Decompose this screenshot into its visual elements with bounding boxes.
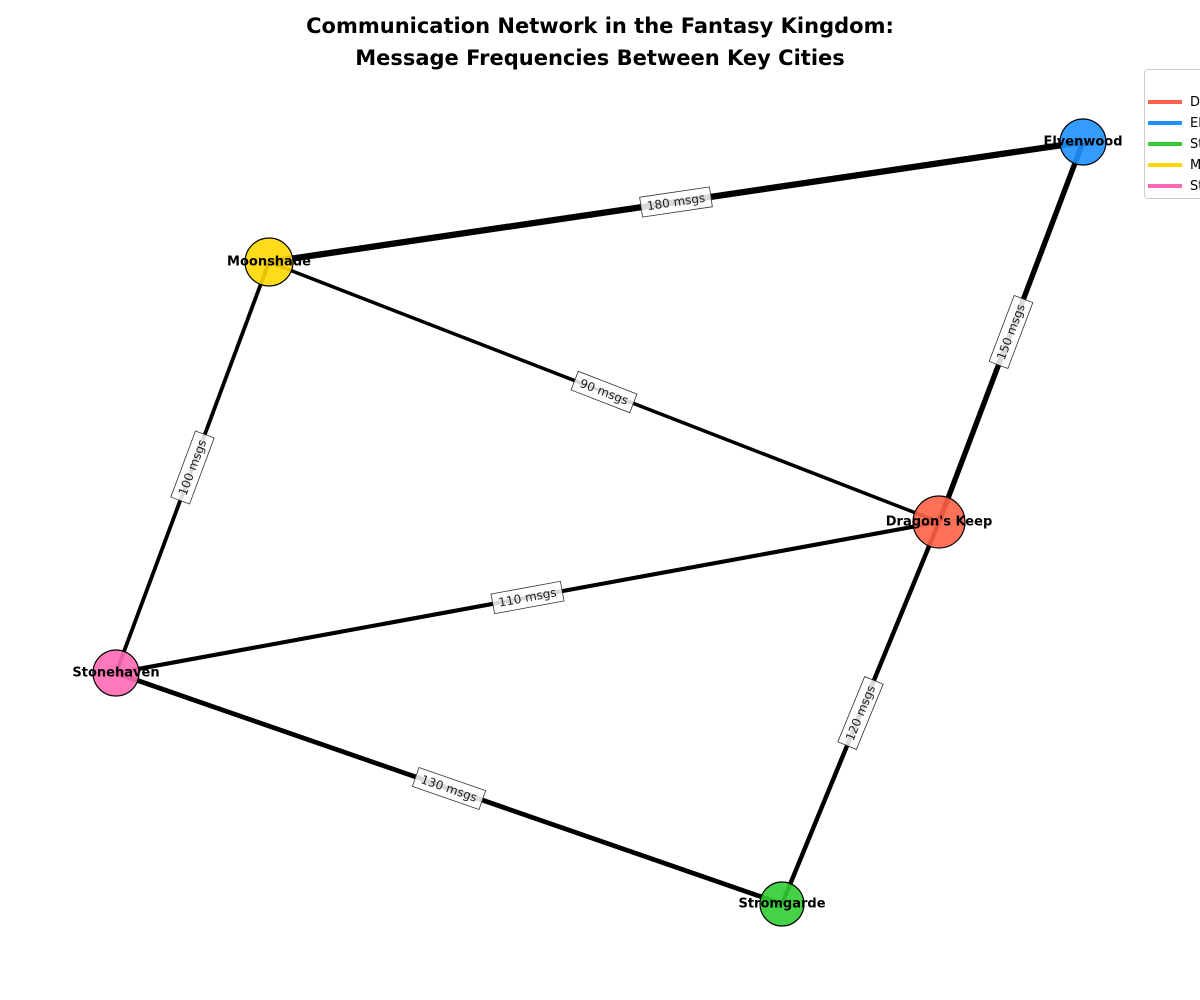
edge-label: 110 msgs <box>490 580 565 615</box>
node-label-elvenwood: Elvenwood <box>1043 135 1122 150</box>
node-label-stonehaven: Stonehaven <box>72 666 159 681</box>
edge-labels-layer: 180 msgs 150 msgs 90 msgs 100 msgs 110 msgs 1… <box>170 186 1034 811</box>
node-label-moonshade: Moonshade <box>227 255 311 270</box>
legend-label: El <box>1190 115 1200 131</box>
node-label-stromgarde: Stromgarde <box>738 897 825 912</box>
legend-swatch <box>1148 121 1182 125</box>
legend-item: St <box>1148 136 1200 152</box>
legend: D El St M St <box>1144 69 1200 199</box>
edge-label: 100 msgs <box>170 430 215 505</box>
nodes-layer <box>92 118 1107 927</box>
legend-swatch <box>1148 163 1182 167</box>
legend-swatch <box>1148 142 1182 146</box>
chart-title-line-1: Communication Network in the Fantasy Kin… <box>306 14 894 38</box>
node-labels-layer: Dragon's Keep Elvenwood Stromgarde Moonshad… <box>72 135 1122 912</box>
node-elvenwood <box>1059 118 1107 166</box>
node-stonehaven <box>92 649 140 697</box>
node-stromgarde <box>759 881 805 927</box>
legend-item: M <box>1148 157 1200 173</box>
chart-title: Communication Network in the Fantasy Kin… <box>0 10 1200 74</box>
node-moonshade <box>244 237 294 287</box>
edge-label: 120 msgs <box>837 676 884 750</box>
legend-item: St <box>1148 178 1200 194</box>
edge-label-text: 130 msgs <box>419 772 479 804</box>
node-label-dragons_keep: Dragon's Keep <box>886 515 993 530</box>
edge-label-box <box>837 676 884 750</box>
edge-label: 180 msgs <box>639 186 713 218</box>
edge-label-box <box>411 766 487 811</box>
edge-label-box <box>639 186 713 218</box>
legend-swatch <box>1148 184 1182 188</box>
legend-label: M <box>1190 157 1200 173</box>
legend-swatch <box>1148 100 1182 104</box>
edge-label-box <box>490 580 565 615</box>
edge-label: 150 msgs <box>988 294 1034 370</box>
legend-item: El <box>1148 115 1200 131</box>
edge-label: 90 msgs <box>570 370 638 414</box>
edge-label-box <box>170 430 215 505</box>
legend-label: D <box>1190 94 1200 110</box>
edge-label-box <box>988 294 1034 370</box>
chart-title-line-2: Message Frequencies Between Key Cities <box>355 46 845 70</box>
legend-label: St <box>1190 178 1200 194</box>
legend-label: St <box>1190 136 1200 152</box>
legend-item: D <box>1148 94 1200 110</box>
edge-label: 130 msgs <box>411 766 487 811</box>
node-dragons_keep <box>912 495 966 549</box>
edge-label-box <box>570 370 638 414</box>
